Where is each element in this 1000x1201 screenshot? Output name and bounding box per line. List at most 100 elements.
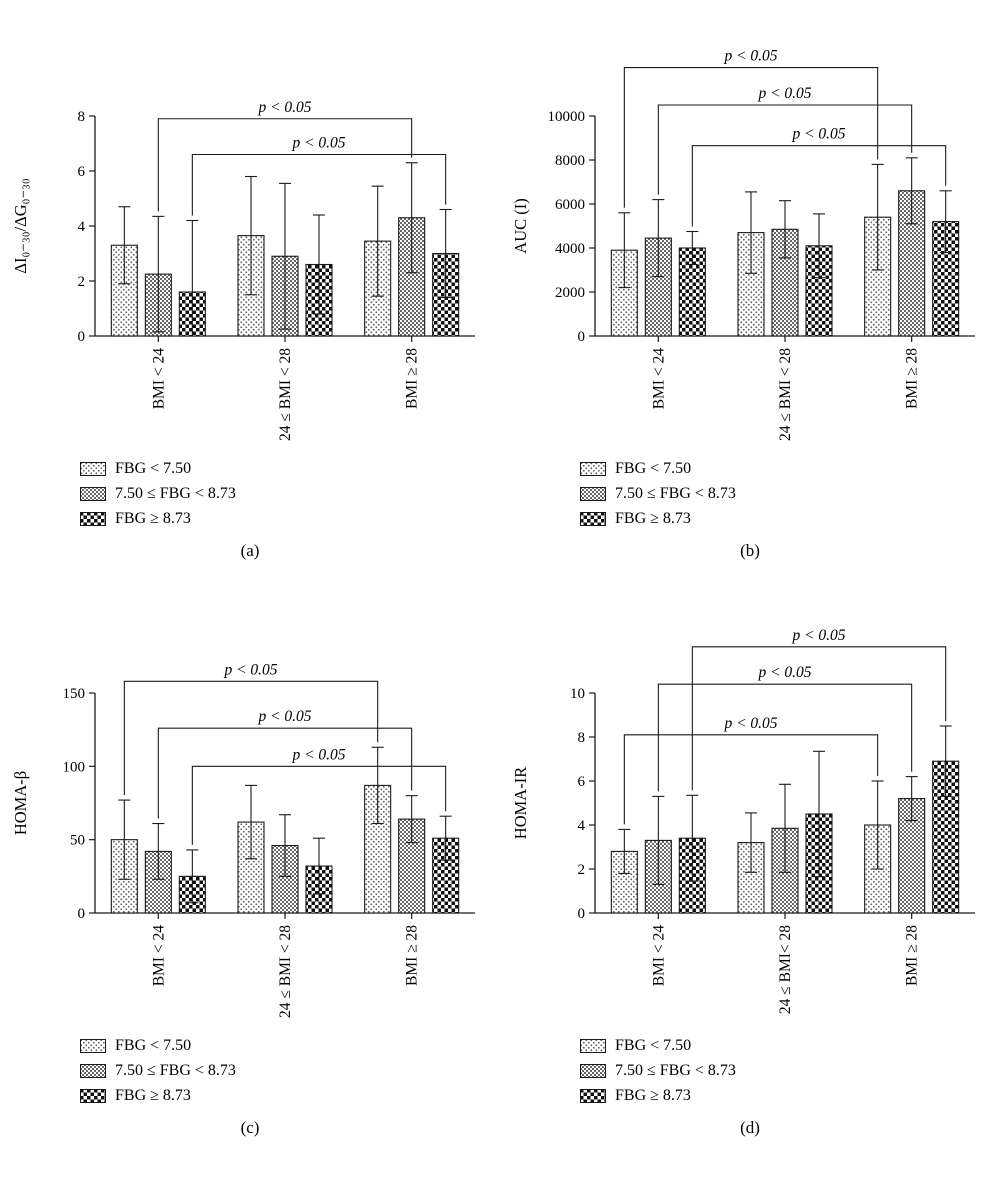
chart-c-homa-beta: 0 50 100 150 HOMA-β BMI < 24 24 ≤ BMI < 28 BMI … (11, 661, 475, 1018)
legend-label: FBG ≥ 8.73 (615, 1087, 691, 1104)
legend-swatch-dots-icon (580, 1039, 606, 1053)
significance-bracket (691, 145, 947, 227)
panel-b: 0 2000 4000 6000 8000 10000 AUC (I) BMI < 24 24 … (500, 6, 1000, 561)
legend-label: FBG ≥ 8.73 (615, 510, 691, 527)
y-tick-label: 2 (578, 862, 586, 878)
p-value-label: p < 0.05 (723, 48, 777, 65)
legend-d: FBG < 7.50 7.50 ≤ FBG < 8.73 FBG ≥ 8.73 (580, 1037, 1000, 1105)
x-category-label: 24 ≤ BMI < 28 (277, 348, 294, 441)
y-tick-label: 0 (578, 906, 586, 922)
legend-item-fine-check: 7.50 ≤ FBG < 8.73 (80, 485, 500, 503)
panel-label-b: (b) (740, 541, 760, 560)
x-category-label: BMI ≥ 28 (904, 925, 921, 986)
legend-label: FBG ≥ 8.73 (115, 510, 191, 527)
legend-item-bold-check: FBG ≥ 8.73 (580, 1087, 1000, 1105)
y-tick-label: 4000 (555, 241, 585, 257)
p-value-label: p < 0.05 (791, 126, 845, 143)
y-axis-title: HOMA-β (11, 771, 30, 835)
legend-swatch-bold-check-icon (80, 1089, 106, 1103)
significance-bracket (657, 683, 913, 792)
legend-swatch-bold-check-icon (580, 1089, 606, 1103)
legend-item-dots: FBG < 7.50 (80, 460, 500, 478)
legend-label: FBG < 7.50 (115, 1037, 192, 1054)
y-tick-label: 4 (78, 219, 86, 235)
y-tick-label: 8 (78, 109, 86, 125)
y-tick-label: 10 (570, 686, 585, 702)
legend-item-bold-check: FBG ≥ 8.73 (80, 1087, 500, 1105)
panel-a: 0 2 4 6 8 ΔI₀₋₃₀/ΔG₀₋₃₀ BMI < 24 24 ≤ BMI < 28 B… (0, 6, 500, 561)
y-tick-label: 6 (578, 774, 586, 790)
legend-swatch-fine-check-icon (580, 487, 606, 501)
significance-bracket (191, 153, 447, 216)
legend-swatch-bold-check-icon (580, 512, 606, 526)
legend-swatch-fine-check-icon (80, 487, 106, 501)
x-category-label: BMI ≥ 28 (904, 348, 921, 409)
legend-b: FBG < 7.50 7.50 ≤ FBG < 8.73 FBG ≥ 8.73 (580, 460, 1000, 528)
legend-label: 7.50 ≤ FBG < 8.73 (115, 485, 236, 502)
legend-swatch-dots-icon (80, 1039, 106, 1053)
legend-item-dots: FBG < 7.50 (80, 1037, 500, 1055)
y-axis-title: AUC (I) (511, 198, 530, 253)
panel-label-a: (a) (240, 541, 260, 560)
legend-swatch-fine-check-icon (580, 1064, 606, 1078)
legend-swatch-bold-check-icon (80, 512, 106, 526)
legend-label: FBG < 7.50 (615, 1037, 692, 1054)
legend-swatch-fine-check-icon (80, 1064, 106, 1078)
significance-bracket (191, 765, 447, 845)
legend-label: 7.50 ≤ FBG < 8.73 (115, 1062, 236, 1079)
x-category-label: BMI < 24 (650, 925, 667, 987)
y-axis-title: ΔI₀₋₃₀/ΔG₀₋₃₀ (11, 178, 30, 273)
legend-item-fine-check: 7.50 ≤ FBG < 8.73 (80, 1062, 500, 1080)
x-category-label: BMI < 24 (150, 925, 167, 987)
significance-bracket (123, 680, 379, 796)
legend-swatch-dots-icon (80, 462, 106, 476)
p-value-label: p < 0.05 (723, 715, 777, 732)
y-tick-label: 8000 (555, 153, 585, 169)
y-tick-label: 4 (578, 818, 586, 834)
y-axis-title: HOMA-IR (511, 767, 530, 839)
legend-a: FBG < 7.50 7.50 ≤ FBG < 8.73 FBG ≥ 8.73 (80, 460, 500, 528)
significance-bracket (157, 727, 413, 819)
x-category-label: BMI ≥ 28 (404, 348, 421, 409)
y-tick-label: 10000 (548, 109, 586, 125)
p-value-label: p < 0.05 (257, 99, 311, 116)
p-value-label: p < 0.05 (757, 85, 811, 102)
p-value-label: p < 0.05 (791, 627, 845, 644)
y-tick-label: 0 (78, 906, 86, 922)
x-category-label: BMI < 24 (150, 348, 167, 410)
p-value-label: p < 0.05 (757, 664, 811, 681)
p-value-label: p < 0.05 (257, 708, 311, 725)
legend-label: FBG ≥ 8.73 (115, 1087, 191, 1104)
y-tick-label: 50 (70, 833, 85, 849)
y-tick-label: 100 (63, 759, 86, 775)
legend-item-bold-check: FBG ≥ 8.73 (80, 510, 500, 528)
significance-bracket (657, 104, 913, 195)
legend-label: FBG < 7.50 (615, 460, 692, 477)
four-panel-figure: 0 2 4 6 8 ΔI₀₋₃₀/ΔG₀₋₃₀ BMI < 24 24 ≤ BMI < 28 B… (0, 6, 1000, 1137)
panel-label-d: (d) (740, 1118, 760, 1137)
bar-b-g2-s0 (864, 216, 892, 337)
y-tick-label: 6000 (555, 197, 585, 213)
x-category-label: BMI ≥ 28 (404, 925, 421, 986)
significance-bracket (691, 646, 947, 791)
y-tick-label: 6 (78, 164, 86, 180)
legend-label: 7.50 ≤ FBG < 8.73 (615, 485, 736, 502)
significance-bracket (623, 67, 879, 208)
p-value-label: p < 0.05 (291, 746, 345, 763)
p-value-label: p < 0.05 (291, 135, 345, 152)
x-category-label: 24 ≤ BMI< 28 (777, 925, 794, 1014)
p-value-label: p < 0.05 (223, 661, 277, 678)
y-tick-label: 0 (578, 329, 586, 345)
y-tick-label: 2 (78, 274, 86, 290)
y-tick-label: 8 (578, 730, 586, 746)
chart-d-homa-ir: 0 2 4 6 8 10 HOMA-IR BMI < 24 24 ≤ BMI< 28 BMI ≥ … (511, 627, 975, 1014)
legend-item-fine-check: 7.50 ≤ FBG < 8.73 (580, 485, 1000, 503)
legend-label: FBG < 7.50 (115, 460, 192, 477)
chart-a-delta-i-delta-g: 0 2 4 6 8 ΔI₀₋₃₀/ΔG₀₋₃₀ BMI < 24 24 ≤ BMI < 28 B… (11, 99, 475, 441)
legend-item-dots: FBG < 7.50 (580, 1037, 1000, 1055)
x-category-label: 24 ≤ BMI < 28 (277, 925, 294, 1018)
x-category-label: 24 ≤ BMI < 28 (777, 348, 794, 441)
panel-label-c: (c) (240, 1118, 260, 1137)
legend-label: 7.50 ≤ FBG < 8.73 (615, 1062, 736, 1079)
legend-c: FBG < 7.50 7.50 ≤ FBG < 8.73 FBG ≥ 8.73 (80, 1037, 500, 1105)
